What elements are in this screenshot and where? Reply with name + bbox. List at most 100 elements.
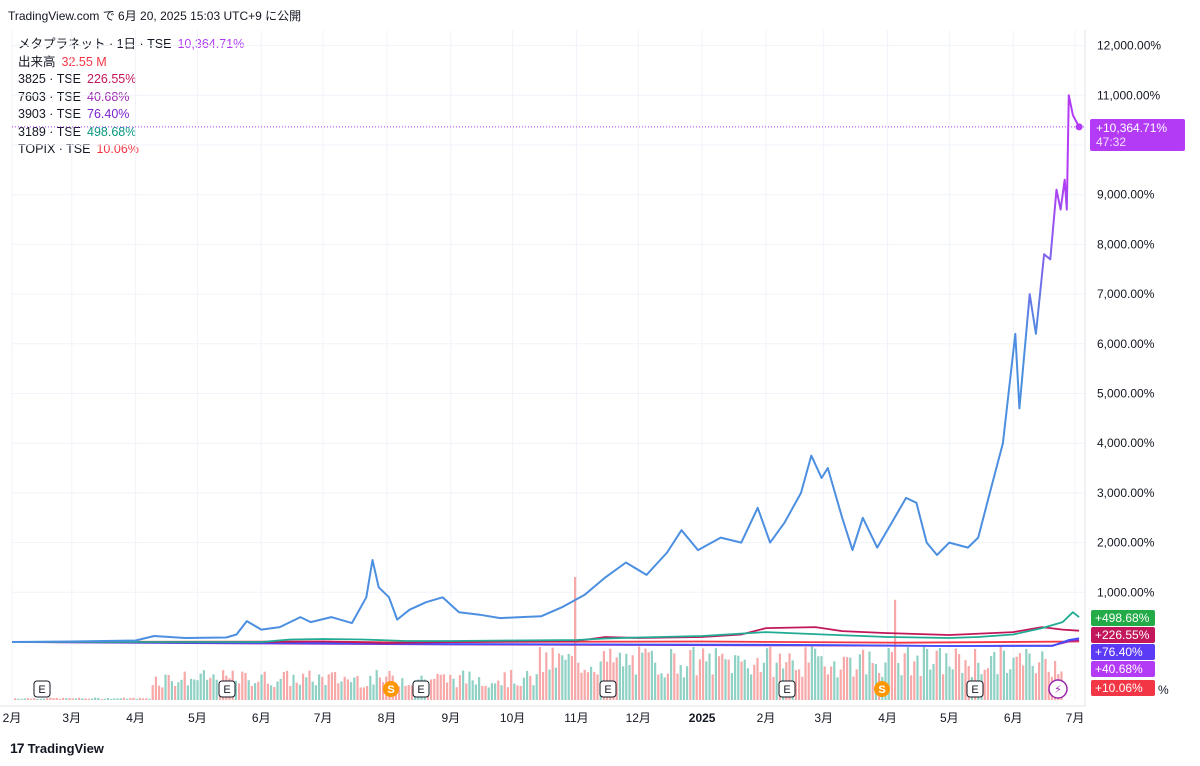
volume-bar — [622, 666, 625, 700]
volume-bar — [148, 698, 151, 700]
volume-bar — [1018, 653, 1021, 700]
earnings-event-icon — [412, 680, 430, 698]
volume-bar — [855, 669, 858, 700]
volume-bar — [202, 670, 205, 700]
legend-row-volume[interactable]: 出来高 32.55 M — [18, 54, 244, 72]
volume-bar — [1031, 666, 1034, 700]
volume-bar — [353, 677, 356, 700]
volume-bar — [564, 659, 567, 700]
volume-bar — [455, 687, 458, 700]
volume-bar — [84, 698, 87, 700]
legend-symbol: 3825 · TSE — [18, 72, 82, 86]
volume-bar — [449, 674, 452, 700]
volume-bar — [362, 687, 365, 700]
volume-bar — [545, 652, 548, 700]
legend-row-3903[interactable]: 3903 · TSE 76.40% — [18, 106, 244, 124]
legend-row-main[interactable]: メタプラネット · 1日 · TSE 10,364.71% — [18, 36, 244, 54]
volume-bar — [183, 671, 186, 700]
volume-bar — [212, 674, 215, 700]
price-tag: +40.68% — [1091, 661, 1155, 677]
volume-bar — [430, 679, 433, 700]
volume-bar — [823, 666, 826, 700]
volume-bar — [676, 673, 679, 700]
price-tag: +10.06% — [1091, 680, 1155, 696]
volume-bar — [993, 652, 996, 700]
volume-bar — [442, 674, 445, 700]
volume-bar — [522, 677, 525, 700]
volume-bar — [42, 698, 45, 700]
volume-bar — [378, 677, 381, 700]
volume-bar — [337, 683, 340, 700]
volume-bar — [324, 685, 327, 700]
volume-bar — [532, 685, 535, 700]
volume-bar — [177, 682, 180, 700]
volume-bar — [615, 657, 618, 700]
volume-bar — [154, 676, 157, 700]
volume-bar — [897, 663, 900, 700]
volume-bar — [890, 652, 893, 700]
volume-bar — [346, 679, 349, 700]
volume-bars — [14, 577, 1063, 700]
volume-bar — [903, 653, 906, 700]
legend-symbol: 7603 · TSE — [18, 89, 82, 104]
volume-bar — [705, 661, 708, 700]
volume-bar — [708, 653, 711, 700]
price-axis-label: 4,000.00% — [1097, 436, 1155, 450]
volume-bar — [33, 698, 36, 700]
volume-bar — [494, 683, 497, 700]
event-label: E — [971, 684, 978, 696]
volume-bar — [350, 682, 353, 700]
series-line-メタプラネット — [11, 94, 1080, 643]
volume-bar — [951, 669, 954, 700]
volume-bar — [65, 698, 68, 700]
volume-bar — [740, 661, 743, 700]
price-axis[interactable]: 1,000.00% 2,000.00% 3,000.00% 4,000.00% 5,00… — [1097, 39, 1169, 697]
volume-bar — [778, 653, 781, 700]
volume-bar — [158, 685, 161, 700]
volume-bar — [958, 654, 961, 700]
volume-bar — [276, 681, 279, 700]
volume-bar — [513, 683, 516, 700]
volume-bar — [810, 646, 813, 700]
volume-bar — [743, 659, 746, 700]
volume-bar — [295, 682, 298, 700]
last-price-countdown: 47:32 — [1096, 135, 1127, 149]
volume-bar — [631, 655, 634, 700]
price-axis-label-partial: % — [1158, 683, 1169, 697]
time-axis-label: 5月 — [940, 711, 959, 725]
volume-bar — [519, 685, 522, 700]
volume-bar — [660, 673, 663, 700]
volume-bar — [257, 681, 260, 700]
volume-bar — [1041, 651, 1044, 700]
legend-symbol: 3189 · TSE — [18, 124, 82, 139]
time-axis[interactable]: 2月 3月 4月 5月 6月 7月 8月 9月 10月 11月 12月 2025 2月 3月 4月 5月 6月 7… — [3, 711, 1085, 725]
volume-bar — [410, 685, 413, 700]
legend-row-3189[interactable]: 3189 · TSE 498.68% — [18, 124, 244, 142]
footer-brand[interactable]: 17 TradingView — [10, 740, 104, 756]
price-axis-label: 6,000.00% — [1097, 337, 1155, 351]
volume-bar — [74, 698, 77, 700]
volume-bar — [311, 681, 314, 700]
series-line-3189 — [12, 611, 1080, 643]
volume-bar — [78, 697, 81, 700]
volume-bar — [737, 655, 740, 700]
volume-bar — [580, 672, 583, 700]
volume-bar — [340, 681, 343, 700]
volume-bar — [583, 669, 586, 700]
price-axis-label: 2,000.00% — [1097, 536, 1155, 550]
split-event-icon — [874, 681, 890, 697]
legend-row-3825[interactable]: 3825 · TSE 226.55% — [18, 71, 244, 89]
volume-bar — [116, 698, 119, 700]
time-axis-label: 12月 — [626, 711, 651, 725]
volume-bar — [734, 655, 737, 700]
volume-bar — [292, 674, 295, 700]
chart-canvas[interactable]: E E S E E E S E ⚡ 1,000.00% 2,000.00% 3,000.00% 4,0… — [0, 0, 1200, 740]
volume-bar — [129, 698, 132, 700]
volume-bar — [270, 685, 273, 700]
volume-bar — [929, 669, 932, 700]
volume-bar — [209, 677, 212, 700]
legend-row-7603[interactable]: 7603 · TSE 40.68% — [18, 89, 244, 107]
price-axis-label: 12,000.00% — [1097, 39, 1161, 53]
volume-bar — [58, 698, 61, 700]
volume-bar — [698, 659, 701, 700]
